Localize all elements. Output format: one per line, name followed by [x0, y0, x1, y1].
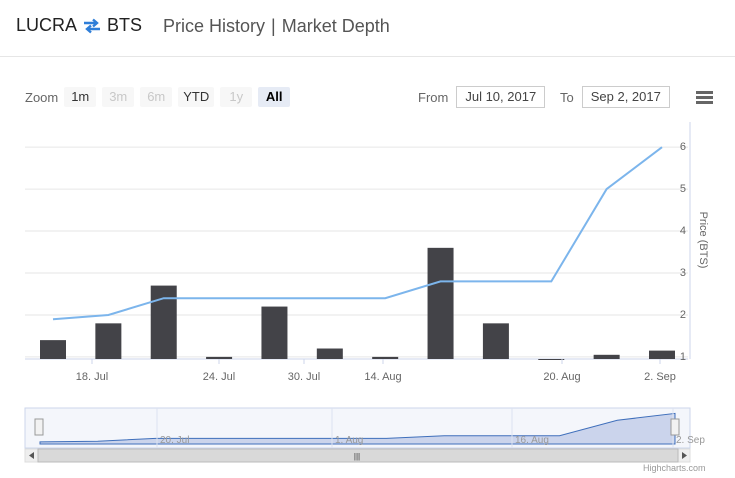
- tab-price-history[interactable]: Price History: [163, 16, 266, 36]
- zoom-label: Zoom: [25, 89, 59, 105]
- to-date-input[interactable]: Sep 2, 2017: [581, 86, 670, 108]
- y-axis-title: Price (BTS): [697, 212, 709, 269]
- navigator-right-handle[interactable]: [670, 418, 680, 436]
- tab-market-depth[interactable]: Market Depth: [281, 16, 390, 36]
- range-selector: Zoom 1m 3m 6m YTD 1y All: [25, 86, 296, 108]
- y-tick-label: 2: [680, 309, 686, 321]
- navigator-area: [39, 412, 676, 445]
- market-pair: LUCRA BTS: [16, 15, 142, 36]
- zoom-1y-button[interactable]: 1y: [220, 87, 253, 107]
- zoom-all-button[interactable]: All: [258, 87, 291, 107]
- bar: [261, 306, 288, 359]
- bar: [150, 285, 177, 359]
- bar: [372, 356, 399, 359]
- from-date-input[interactable]: Jul 10, 2017: [456, 86, 546, 108]
- to-range: To Sep 2, 2017: [560, 86, 670, 108]
- scrollbar-grip: |||: [354, 452, 360, 461]
- credits-link[interactable]: Highcharts.com: [643, 463, 706, 473]
- bar: [40, 340, 66, 359]
- y-tick-label: 4: [680, 225, 686, 237]
- quote-asset: BTS: [107, 15, 143, 35]
- y-tick-label: 1: [680, 351, 686, 363]
- x-tick-label: 24. Jul: [203, 371, 235, 383]
- tab-separator: |: [271, 16, 276, 36]
- zoom-1m-button[interactable]: 1m: [64, 87, 97, 107]
- navigator-tick-label: 16. Aug: [515, 435, 549, 446]
- to-label: To: [560, 89, 574, 105]
- x-tick-label: 18. Jul: [76, 371, 108, 383]
- base-asset: LUCRA: [16, 15, 78, 35]
- header: LUCRA BTS Price History | Market Depth: [0, 0, 735, 57]
- scrollbar-thumb[interactable]: [37, 448, 679, 463]
- zoom-6m-button[interactable]: 6m: [140, 87, 173, 107]
- bar: [206, 356, 233, 359]
- scroll-right-arrow-icon[interactable]: [682, 452, 687, 459]
- bar: [482, 323, 509, 359]
- x-tick-label: 2. Sep: [644, 371, 676, 383]
- x-tick-label: 30. Jul: [288, 371, 320, 383]
- navigator-tick-label: 20. Jul: [160, 435, 189, 446]
- navigator-tick-label: 1. Aug: [335, 435, 363, 446]
- navigator-left-handle[interactable]: [34, 418, 44, 436]
- bar: [649, 350, 675, 359]
- from-range: From Jul 10, 2017: [418, 86, 546, 108]
- hamburger-menu-icon[interactable]: [696, 91, 713, 104]
- bar: [95, 323, 122, 359]
- scroll-left-arrow-icon[interactable]: [29, 452, 34, 459]
- x-tick-label: 14. Aug: [364, 371, 401, 383]
- y-tick-label: 5: [680, 183, 686, 195]
- bar: [427, 247, 454, 359]
- view-tabs: Price History | Market Depth: [163, 16, 390, 37]
- navigator-tick-label: 2. Sep: [676, 435, 705, 446]
- y-tick-label: 3: [680, 267, 686, 279]
- bar: [538, 359, 565, 360]
- swap-icon[interactable]: [82, 18, 102, 34]
- from-label: From: [418, 89, 449, 105]
- zoom-3m-button[interactable]: 3m: [102, 87, 135, 107]
- price-line: [52, 146, 663, 321]
- zoom-ytd-button[interactable]: YTD: [178, 87, 215, 107]
- y-tick-label: 6: [680, 141, 686, 153]
- bar: [316, 348, 343, 359]
- x-tick-label: 20. Aug: [543, 371, 580, 383]
- bar: [593, 354, 620, 359]
